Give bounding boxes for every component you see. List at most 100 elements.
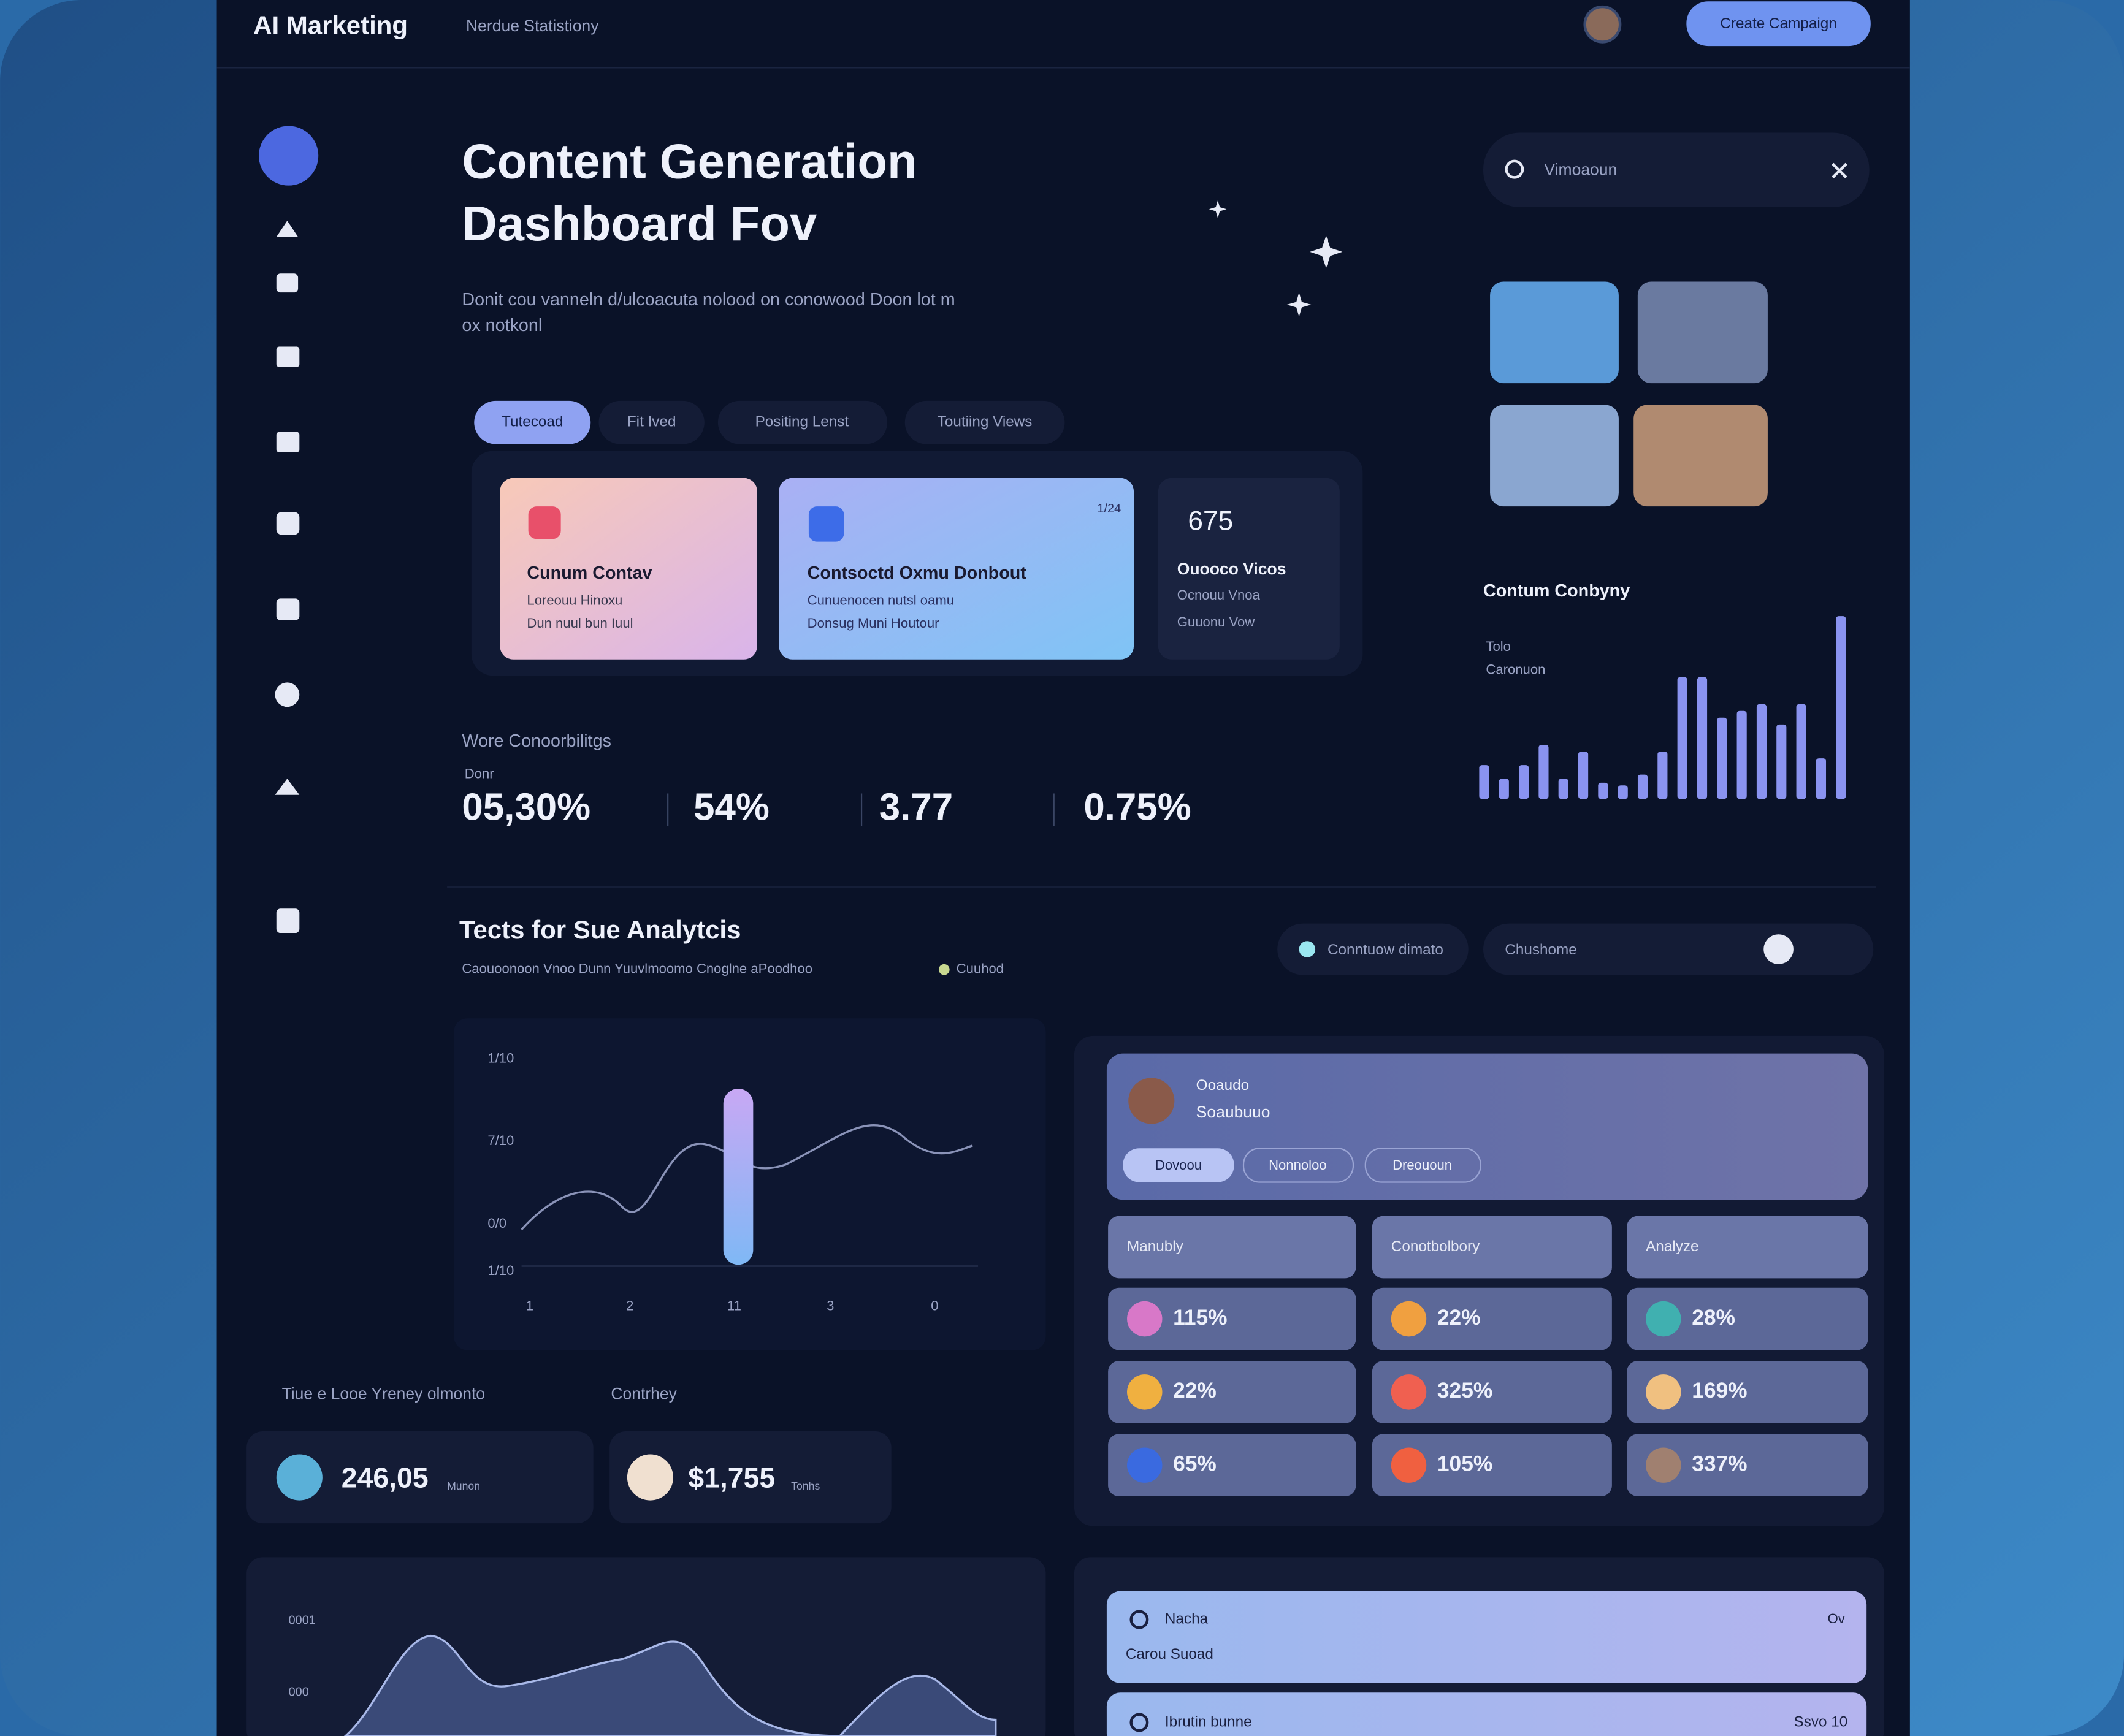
cell-value: 105% (1437, 1452, 1492, 1476)
cell-value: 337% (1692, 1452, 1747, 1476)
tag: Cuuhod (957, 961, 1004, 976)
chip-label: Dreououn (1392, 1157, 1452, 1173)
metric: 3.77 (879, 786, 953, 828)
tab[interactable] (474, 400, 591, 444)
select[interactable] (1627, 1216, 1868, 1279)
bar (1816, 758, 1827, 799)
field-icon[interactable] (1763, 934, 1794, 964)
select[interactable] (1108, 1216, 1356, 1279)
card[interactable] (500, 478, 757, 660)
cell[interactable] (1627, 1287, 1868, 1350)
area (343, 1634, 997, 1736)
card-text: Donsug Muni Houtour (808, 615, 939, 631)
cell[interactable] (1108, 1434, 1356, 1496)
bar (1796, 704, 1806, 799)
cell-value: 65% (1173, 1452, 1217, 1476)
filter[interactable] (1277, 923, 1469, 975)
search-icon (1505, 159, 1524, 179)
card-title: Cunum Contav (527, 563, 652, 583)
card-text: Cunuenocen nutsl oamu (808, 593, 954, 608)
avatar[interactable] (1583, 5, 1622, 44)
chip[interactable] (1364, 1148, 1481, 1183)
chip[interactable] (1123, 1148, 1234, 1182)
chip-label: Dovoou (1155, 1157, 1202, 1173)
list-row[interactable] (1106, 1692, 1867, 1736)
total-value: $1,755 (688, 1462, 775, 1494)
chart-sub: Tolo (1486, 639, 1511, 654)
profile[interactable] (259, 126, 319, 186)
thumbnail[interactable] (1637, 281, 1768, 384)
hero-subtitle: ox notkonl (462, 316, 542, 335)
sidebar-icons (275, 221, 300, 934)
axis-label: 1/10 (487, 1263, 514, 1278)
nav[interactable]: Nerdue Statistiony (466, 17, 599, 35)
thumbnail[interactable] (1490, 405, 1619, 507)
total-card[interactable] (246, 1431, 594, 1524)
axis-label: 11 (727, 1298, 741, 1314)
card-badge: 1/24 (1097, 502, 1121, 516)
total-card[interactable] (609, 1431, 892, 1524)
card[interactable] (779, 478, 1134, 660)
tab[interactable] (598, 400, 705, 444)
cell-icon (1127, 1374, 1163, 1410)
tab[interactable] (904, 400, 1065, 444)
bar (1717, 717, 1727, 799)
cell-value: 22% (1173, 1379, 1217, 1403)
card-text: Ocnouu Vnoa (1177, 587, 1261, 603)
row-title: Nacha (1165, 1610, 1209, 1627)
bar (1637, 774, 1648, 799)
total-unit: Tonhs (791, 1480, 820, 1492)
search[interactable] (1483, 132, 1870, 207)
card[interactable] (1158, 478, 1340, 660)
bar (1519, 765, 1529, 799)
metric: 0.75% (1083, 786, 1191, 828)
cell-icon (1391, 1447, 1427, 1483)
total-unit: Munon (447, 1480, 480, 1492)
brand: AI Marketing (253, 10, 408, 39)
cell[interactable] (1372, 1434, 1612, 1496)
card-text: Guuonu Vow (1177, 614, 1255, 630)
total-value: 246,05 (342, 1462, 429, 1494)
chip[interactable] (1242, 1148, 1354, 1183)
highlight (723, 1089, 754, 1265)
card-icon (808, 506, 844, 542)
bar (1756, 704, 1767, 799)
cell[interactable] (1627, 1434, 1868, 1496)
axis-label: 2 (626, 1298, 633, 1314)
bar (1558, 779, 1568, 799)
row-end: Ssvo 10 (1794, 1713, 1847, 1730)
bar (1657, 752, 1668, 799)
cell-icon (1646, 1301, 1681, 1337)
hero-subtitle: Donit cou vanneln d/ulcoacuta nolood on … (462, 290, 955, 310)
chip-label: Nonnoloo (1269, 1157, 1327, 1173)
tag-dot (938, 964, 950, 975)
thumbnail[interactable] (1633, 405, 1768, 507)
chart-title: Contum Conbyny (1483, 581, 1630, 601)
metric: 05,30% (462, 786, 590, 828)
totals-label: Tiue e Looe Yreney olmonto (282, 1384, 485, 1403)
bar (1618, 785, 1628, 799)
cell[interactable] (1627, 1361, 1868, 1423)
select-label: Manubly (1127, 1238, 1184, 1255)
tab[interactable] (717, 400, 888, 444)
metrics-sublabel: Donr (465, 766, 494, 781)
list-row[interactable] (1106, 1591, 1867, 1683)
cell-value: 325% (1437, 1379, 1492, 1403)
cell-value: 28% (1692, 1306, 1735, 1330)
list-icon (1129, 1610, 1149, 1629)
section-subtitle: Caouoonoon Vnoo Dunn Yuuvlmoomo Cnoglne … (462, 961, 812, 976)
select[interactable] (1372, 1216, 1612, 1279)
cell[interactable] (1372, 1361, 1612, 1423)
cell[interactable] (1108, 1287, 1356, 1350)
close[interactable] (1832, 162, 1847, 178)
cell-icon (1646, 1374, 1681, 1410)
cell[interactable] (1372, 1287, 1612, 1350)
tab-label: Fit Ived (627, 414, 676, 430)
cell[interactable] (1108, 1361, 1356, 1423)
cta-button[interactable] (1686, 1, 1871, 47)
bar (1598, 782, 1608, 799)
thumbnail[interactable] (1490, 281, 1619, 384)
section-title: Tects for Sue Analytcis (459, 915, 741, 944)
filter-dot (1299, 941, 1316, 957)
